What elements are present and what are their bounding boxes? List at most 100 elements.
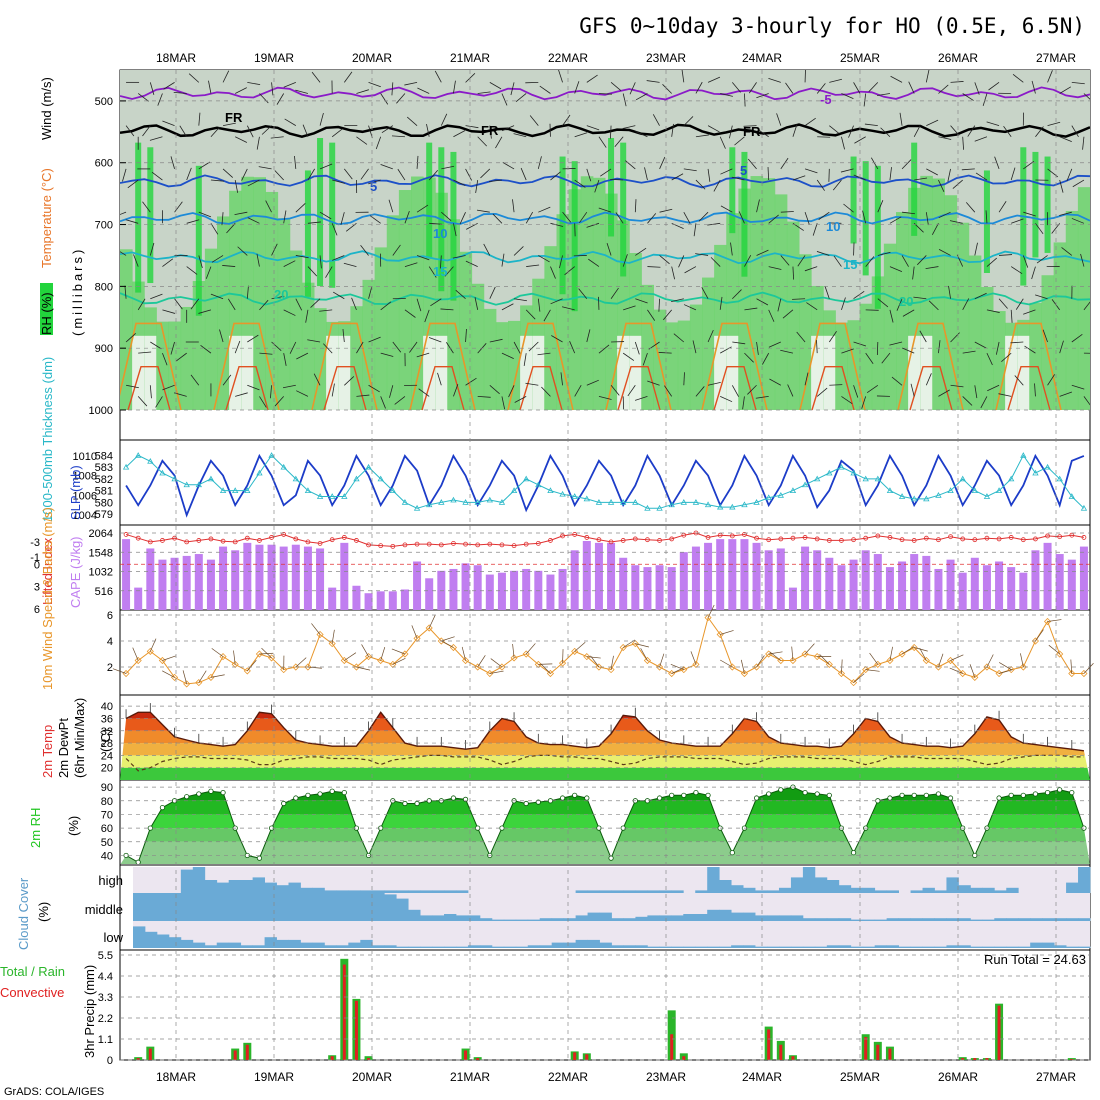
- wind-barb: [453, 384, 459, 397]
- lifted-index-point: [996, 536, 1002, 542]
- wind-barb: [331, 128, 343, 138]
- wind-barb: [361, 644, 369, 657]
- cloud-low-bar: [862, 946, 876, 948]
- wind-speed-point: [134, 656, 142, 665]
- thickness-point: [644, 504, 651, 511]
- thickness-point: [898, 493, 906, 499]
- cloud-low-bar: [958, 945, 971, 948]
- wind-barb: [1035, 294, 1048, 300]
- wind-barb: [343, 71, 353, 83]
- wind-barb: [890, 75, 903, 83]
- lifted-tick-label: 0: [34, 559, 40, 571]
- wind-barb: [307, 666, 322, 669]
- gridlines: [120, 70, 1090, 1061]
- wind-barb: [389, 385, 394, 398]
- cloud-high-bar: [731, 885, 744, 893]
- thickness-point: [268, 452, 275, 458]
- wind-barb: [683, 116, 694, 126]
- cloud-high-bar: [587, 890, 600, 893]
- wind-barb: [738, 211, 745, 224]
- wind-tick-label: 4: [107, 636, 113, 648]
- wind-barb: [896, 298, 903, 311]
- cloud-high-bar: [312, 887, 325, 893]
- wind-barb: [647, 309, 656, 321]
- cape-bar: [849, 559, 858, 610]
- wind-barb: [331, 629, 335, 644]
- wind-speed-point: [316, 630, 324, 639]
- slp-tick-label: 1006: [73, 490, 97, 502]
- precip-convective-bar: [367, 1058, 371, 1060]
- cloud-middle-bar: [432, 915, 445, 921]
- thickness-tick-label: 581: [95, 486, 113, 498]
- cloud-low-bar: [910, 946, 923, 948]
- wind-barb: [804, 266, 818, 272]
- wind-barb: [804, 168, 818, 174]
- wind-barb: [744, 307, 758, 311]
- wind-barb: [731, 176, 745, 181]
- date-label-top: 18MAR: [156, 51, 196, 65]
- wind-barb: [476, 209, 490, 213]
- wind-barb: [295, 89, 309, 94]
- rh-point: [220, 789, 226, 796]
- thickness-point: [838, 463, 845, 470]
- lifted-index-point: [632, 536, 638, 542]
- temperature-band: [120, 755, 1090, 768]
- wind-barb: [902, 347, 915, 354]
- cloud-low-bar: [647, 946, 660, 948]
- rh-moist-column: [1065, 210, 1079, 410]
- wind-barb: [198, 670, 207, 683]
- wind-barb: [1083, 663, 1094, 674]
- wind-barb: [861, 396, 867, 409]
- thickness-point: [801, 481, 809, 488]
- wind-barb: [488, 179, 502, 183]
- wind-barb: [416, 255, 430, 261]
- rh-dry-cell: [229, 335, 242, 410]
- cloud-low-bar: [982, 946, 995, 948]
- wind-barb: [647, 380, 660, 386]
- wind-barb: [142, 125, 151, 137]
- wind-barb: [1059, 86, 1072, 94]
- wind-barb: [512, 199, 515, 213]
- thickness-point: [304, 487, 312, 494]
- cloud-low-bar: [491, 946, 505, 948]
- cape-bar: [1031, 550, 1040, 610]
- wind-barb: [150, 341, 162, 350]
- wind-barb: [562, 211, 572, 223]
- rh-dry-cell: [1017, 335, 1030, 410]
- cape-bar: [158, 559, 167, 610]
- wind-barb: [501, 253, 505, 267]
- wind-barb: [1010, 309, 1013, 323]
- wind-barb: [1048, 644, 1060, 655]
- temperature-line: [125, 711, 1084, 752]
- wind-barb: [938, 653, 944, 668]
- thickness-point: [341, 493, 348, 499]
- wind-barb: [283, 309, 296, 316]
- rh-dry-cell: [908, 335, 921, 410]
- wind-barb: [541, 386, 551, 397]
- rh-dry-cell: [241, 335, 254, 410]
- wind-speed-line: [112, 604, 1094, 688]
- wind-barb: [588, 258, 600, 267]
- cloud-low-bar: [563, 942, 577, 948]
- rh-moist-column: [932, 178, 945, 410]
- cloud-low-bar: [240, 945, 254, 948]
- wind-barb: [719, 296, 723, 310]
- wind-barb: [914, 647, 928, 652]
- cloud-low-bar: [707, 946, 720, 948]
- wind-barb: [492, 213, 503, 224]
- wind-barb: [629, 82, 636, 95]
- wind-barb: [404, 262, 418, 267]
- wind-barb: [149, 385, 152, 399]
- wind-speed-point: [837, 669, 846, 678]
- wind-barb: [598, 396, 612, 400]
- wind-barb: [246, 125, 254, 138]
- wind-barb: [931, 223, 939, 235]
- wind-speed-point: [255, 650, 264, 658]
- rh-point: [753, 795, 760, 801]
- cloud-high-bar: [276, 885, 289, 893]
- date-label-top: 25MAR: [840, 51, 880, 65]
- cloud-low-bar: [946, 945, 959, 948]
- wind-barb: [1023, 211, 1036, 217]
- cloud-middle-bar: [814, 918, 828, 921]
- wind-barb: [870, 157, 879, 170]
